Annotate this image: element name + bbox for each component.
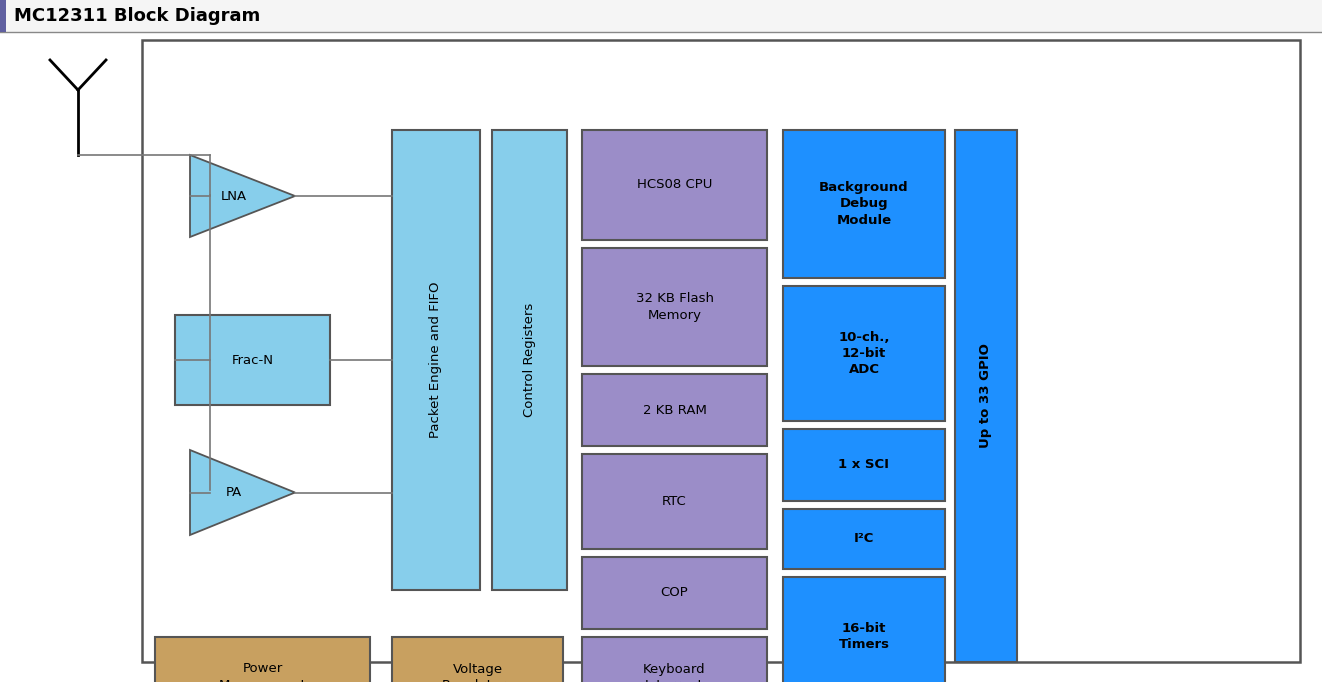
Bar [783, 577, 945, 682]
Text: Up to 33 GPIO: Up to 33 GPIO [980, 344, 993, 449]
Text: Frac-N: Frac-N [231, 353, 274, 366]
Text: I²C: I²C [854, 533, 874, 546]
Bar [175, 315, 330, 405]
Text: 16-bit
Timers: 16-bit Timers [838, 623, 890, 651]
Text: Packet Engine and FIFO: Packet Engine and FIFO [430, 282, 443, 439]
Bar [393, 637, 563, 682]
Bar [582, 130, 767, 240]
Text: Voltage
Regulators: Voltage Regulators [442, 662, 513, 682]
Polygon shape [190, 450, 295, 535]
Bar [582, 248, 767, 366]
Text: Power
Management: Power Management [218, 662, 307, 682]
Bar [783, 286, 945, 421]
Text: PA: PA [226, 486, 242, 499]
Text: 32 KB Flash
Memory: 32 KB Flash Memory [636, 293, 714, 321]
Bar [141, 40, 1300, 662]
Text: Keyboard
Interrupt: Keyboard Interrupt [644, 662, 706, 682]
Text: COP: COP [661, 587, 689, 599]
Bar [0, 0, 7, 32]
Bar [492, 130, 567, 590]
Bar [582, 637, 767, 682]
Bar [783, 509, 945, 569]
Bar [582, 454, 767, 549]
Text: 10-ch.,
12-bit
ADC: 10-ch., 12-bit ADC [838, 331, 890, 376]
Bar [0, 0, 1322, 32]
Bar [954, 130, 1017, 662]
Text: MC12311 Block Diagram: MC12311 Block Diagram [15, 7, 260, 25]
Bar [783, 429, 945, 501]
Bar [783, 130, 945, 278]
Text: Control Registers: Control Registers [524, 303, 535, 417]
Text: HCS08 CPU: HCS08 CPU [637, 179, 713, 192]
Text: RTC: RTC [662, 495, 687, 508]
Polygon shape [190, 155, 295, 237]
Bar [155, 637, 370, 682]
Bar [393, 130, 480, 590]
Bar [582, 557, 767, 629]
Text: 1 x SCI: 1 x SCI [838, 458, 890, 471]
Text: Background
Debug
Module: Background Debug Module [820, 181, 908, 226]
Text: 2 KB RAM: 2 KB RAM [642, 404, 706, 417]
Bar [582, 374, 767, 446]
Text: LNA: LNA [221, 190, 247, 203]
